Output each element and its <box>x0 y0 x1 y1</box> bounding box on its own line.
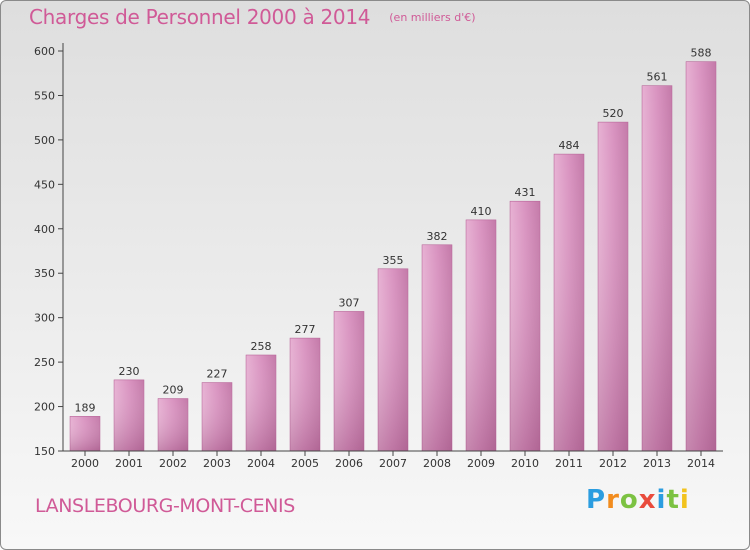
bar-shade <box>466 219 496 451</box>
chart-header: Charges de Personnel 2000 à 2014 (en mil… <box>29 5 476 29</box>
x-tick-label: 2004 <box>247 457 275 470</box>
bar-shade <box>554 154 584 451</box>
x-tick-label: 2009 <box>467 457 495 470</box>
bar-shade <box>290 338 320 451</box>
bar-shade <box>334 311 364 451</box>
axes <box>62 43 723 452</box>
y-tick-label: 150 <box>34 445 55 458</box>
data-label: 355 <box>383 254 404 267</box>
x-axis-ticks: 2000 2001 2002 2003 2004 2005 2006 2007 2008 2009… <box>71 451 715 470</box>
logo-letter: t <box>666 485 680 515</box>
data-label: 431 <box>515 186 536 199</box>
y-tick-label: 350 <box>34 267 55 280</box>
y-tick-label: 300 <box>34 312 55 325</box>
x-tick-label: 2010 <box>511 457 539 470</box>
bar-shade <box>510 201 540 451</box>
x-tick-label: 2007 <box>379 457 407 470</box>
bars <box>69 61 717 452</box>
bar-shade <box>114 379 144 451</box>
data-label: 520 <box>603 107 624 120</box>
logo-letter: P <box>586 485 607 515</box>
data-label: 588 <box>691 47 712 60</box>
data-label: 382 <box>427 230 448 243</box>
data-label: 307 <box>339 296 360 309</box>
commune-name: LANSLEBOURG-MONT-CENIS <box>35 495 295 517</box>
data-label: 258 <box>251 340 272 353</box>
proxiti-logo: Proxiti <box>586 485 690 515</box>
y-tick-label: 550 <box>34 89 55 102</box>
y-tick-label: 200 <box>34 401 55 414</box>
y-tick-label: 400 <box>34 223 55 236</box>
bar-shade <box>686 61 716 452</box>
y-axis-ticks: 150 200 250 300 350 400 450 500 550 600 <box>34 45 63 458</box>
data-label: 561 <box>647 71 668 84</box>
x-tick-label: 2001 <box>115 457 143 470</box>
x-tick-label: 2005 <box>291 457 319 470</box>
y-tick-label: 450 <box>34 178 55 191</box>
bar-shade <box>158 398 188 451</box>
y-tick-label: 600 <box>34 45 55 58</box>
bar-shade <box>422 244 452 451</box>
x-tick-label: 2008 <box>423 457 451 470</box>
logo-letter: i <box>656 485 667 515</box>
data-label: 230 <box>119 365 140 378</box>
bar-shade <box>246 355 276 451</box>
data-label: 410 <box>471 205 492 218</box>
logo-letter: r <box>606 485 620 515</box>
bar-shade <box>202 382 232 451</box>
data-label: 189 <box>75 401 96 414</box>
y-tick-label: 500 <box>34 134 55 147</box>
bar-shade <box>70 416 100 451</box>
x-tick-label: 2000 <box>71 457 99 470</box>
x-tick-label: 2002 <box>159 457 187 470</box>
data-label: 277 <box>295 323 316 336</box>
x-tick-label: 2013 <box>643 457 671 470</box>
x-tick-label: 2003 <box>203 457 231 470</box>
x-tick-label: 2011 <box>555 457 583 470</box>
data-label: 209 <box>163 384 184 397</box>
chart-title: Charges de Personnel 2000 à 2014 <box>29 5 371 29</box>
x-tick-label: 2012 <box>599 457 627 470</box>
data-labels: 189 230 209 227 258 277 307 355 382 410 431 484 520 5… <box>75 47 712 415</box>
bar-shade <box>642 85 672 452</box>
data-label: 484 <box>559 139 580 152</box>
logo-letter: x <box>638 485 657 515</box>
data-label: 227 <box>207 368 228 381</box>
logo-letter: i <box>679 485 690 515</box>
logo-letter: o <box>619 485 639 515</box>
bar-shade <box>598 122 628 451</box>
y-tick-label: 250 <box>34 356 55 369</box>
chart-subtitle: (en milliers d'€) <box>389 11 476 24</box>
x-tick-label: 2014 <box>687 457 715 470</box>
bar-shade <box>378 268 408 451</box>
x-tick-label: 2006 <box>335 457 363 470</box>
